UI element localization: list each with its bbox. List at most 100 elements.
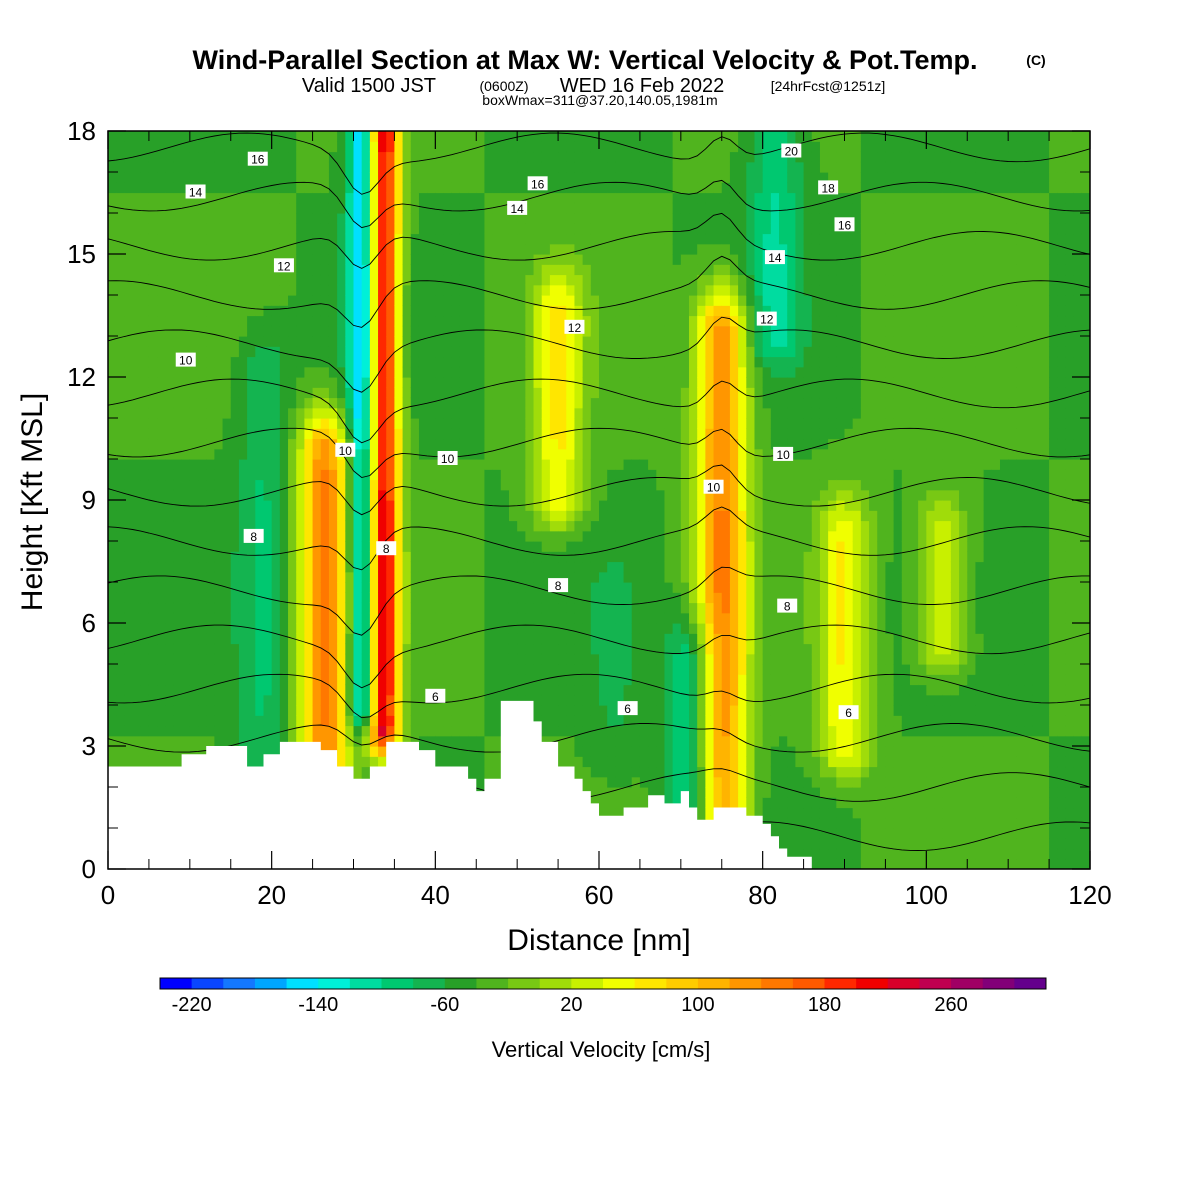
- field-cell: [165, 715, 175, 727]
- field-cell: [631, 674, 641, 686]
- field-cell: [369, 725, 379, 737]
- field-cell: [566, 459, 576, 470]
- field-cell: [230, 448, 240, 460]
- field-cell: [623, 356, 633, 368]
- field-cell: [648, 459, 657, 470]
- field-cell: [435, 612, 445, 624]
- field-cell: [672, 746, 682, 757]
- field-cell: [271, 746, 281, 757]
- field-cell: [427, 243, 436, 255]
- field-cell: [181, 510, 191, 522]
- field-cell: [296, 684, 305, 696]
- field-cell: [247, 479, 256, 491]
- field-cell: [549, 684, 559, 696]
- field-cell: [590, 336, 600, 347]
- field-cell: [173, 274, 183, 286]
- field-cell: [599, 336, 608, 347]
- field-cell: [124, 530, 134, 542]
- field-cell: [451, 561, 461, 573]
- field-cell: [533, 274, 543, 286]
- field-cell: [623, 489, 633, 501]
- field-cell: [271, 387, 281, 399]
- field-cell: [271, 735, 281, 747]
- field-cell: [238, 254, 248, 265]
- field-cell: [558, 459, 567, 470]
- field-cell: [124, 735, 134, 747]
- field-cell: [132, 489, 142, 501]
- field-cell: [247, 315, 256, 327]
- field-cell: [337, 735, 346, 747]
- field-cell: [631, 623, 641, 634]
- field-cell: [410, 725, 420, 737]
- field-cell: [238, 520, 248, 532]
- field-cell: [312, 602, 322, 614]
- field-cell: [132, 366, 142, 378]
- field-cell: [435, 274, 445, 286]
- field-cell: [263, 469, 273, 481]
- field-cell: [386, 633, 396, 645]
- field-cell: [198, 448, 207, 460]
- field-cell: [108, 223, 117, 235]
- field-cell: [320, 264, 330, 276]
- field-cell: [361, 233, 371, 245]
- field-cell: [549, 366, 559, 378]
- field-cell: [615, 161, 625, 173]
- field-cell: [639, 623, 649, 634]
- field-cell: [296, 377, 305, 388]
- field-cell: [402, 407, 412, 419]
- field-cell: [574, 705, 584, 716]
- field-cell: [443, 213, 453, 224]
- field-cell: [337, 510, 346, 522]
- field-cell: [500, 161, 510, 173]
- field-cell: [255, 254, 265, 265]
- field-cell: [607, 315, 616, 327]
- field-cell: [541, 397, 551, 409]
- field-cell: [590, 223, 600, 235]
- field-cell: [140, 172, 150, 183]
- field-cell: [328, 274, 338, 286]
- field-cell: [631, 438, 641, 450]
- field-cell: [435, 233, 445, 245]
- field-cell: [664, 551, 674, 563]
- field-cell: [664, 182, 674, 194]
- field-cell: [631, 459, 641, 470]
- field-cell: [320, 694, 330, 706]
- field-cell: [418, 643, 428, 655]
- field-cell: [361, 633, 371, 645]
- field-cell: [361, 694, 371, 706]
- field-cell: [369, 694, 379, 706]
- field-cell: [181, 202, 191, 214]
- field-cell: [410, 243, 420, 255]
- field-cell: [566, 131, 576, 142]
- field-cell: [378, 233, 387, 245]
- field-cell: [582, 366, 592, 378]
- field-cell: [607, 633, 616, 645]
- field-cell: [279, 274, 289, 286]
- field-cell: [132, 500, 142, 511]
- field-cell: [656, 705, 666, 716]
- field-cell: [558, 182, 567, 194]
- field-cell: [132, 623, 142, 634]
- field-cell: [639, 592, 649, 604]
- field-cell: [206, 705, 215, 716]
- field-cell: [402, 274, 412, 286]
- field-cell: [386, 551, 396, 563]
- field-cell: [525, 346, 535, 358]
- field-cell: [476, 489, 486, 501]
- field-cell: [599, 725, 608, 737]
- field-cell: [459, 192, 469, 204]
- field-cell: [468, 530, 477, 542]
- field-cell: [304, 469, 314, 481]
- field-cell: [386, 182, 396, 194]
- field-cell: [574, 684, 584, 696]
- field-cell: [353, 694, 363, 706]
- field-cell: [116, 643, 125, 655]
- field-cell: [238, 172, 248, 183]
- field-cell: [181, 582, 191, 593]
- field-cell: [238, 223, 248, 235]
- field-cell: [410, 551, 420, 563]
- field-cell: [599, 643, 608, 655]
- field-cell: [296, 735, 305, 747]
- field-cell: [222, 551, 232, 563]
- field-cell: [320, 172, 330, 183]
